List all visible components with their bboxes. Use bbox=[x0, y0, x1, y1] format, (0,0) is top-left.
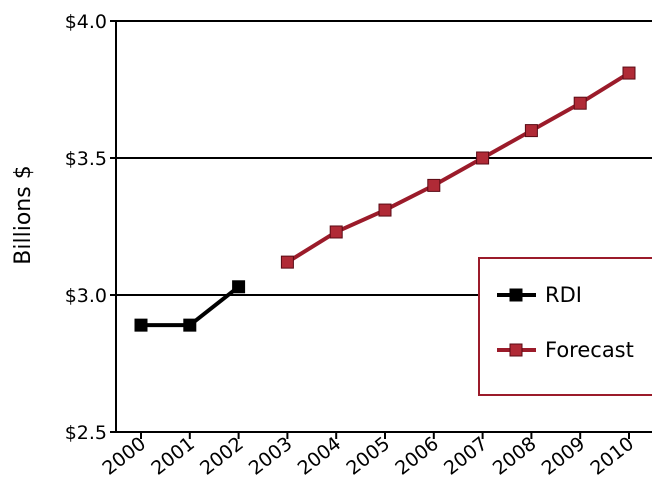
forecast-series-line bbox=[286, 71, 631, 264]
legend-label-rdi: RDI bbox=[545, 283, 582, 307]
forecast-data-point bbox=[378, 203, 392, 217]
y-tick-label: $3.5 bbox=[65, 148, 107, 170]
y-tick-label: $4.0 bbox=[65, 11, 107, 33]
series-group bbox=[134, 66, 636, 332]
forecast-data-point bbox=[622, 66, 636, 80]
x-tick-label: 2005 bbox=[342, 433, 394, 480]
x-tick-labels: 2000200120022003200420052006200720082009… bbox=[98, 432, 638, 480]
x-tick-label: 2004 bbox=[294, 433, 346, 480]
legend: RDI Forecast bbox=[478, 257, 652, 396]
x-tick-label: 2003 bbox=[245, 433, 297, 480]
x-tick-label: 2006 bbox=[391, 433, 443, 480]
legend-swatch-marker-rdi bbox=[509, 288, 523, 302]
rdi-data-point bbox=[183, 318, 197, 332]
forecast-data-point bbox=[524, 124, 538, 138]
rdi-data-point bbox=[232, 280, 246, 294]
forecast-data-point bbox=[427, 178, 441, 192]
y-tick-labels: $2.5 $3.0 $3.5 $4.0 bbox=[65, 11, 116, 444]
y-axis-label: Billions $ bbox=[11, 165, 36, 264]
y-tick-label: $2.5 bbox=[65, 422, 107, 444]
legend-label-forecast: Forecast bbox=[545, 338, 634, 362]
x-tick-label: 2008 bbox=[489, 433, 541, 480]
x-tick-label: 2010 bbox=[586, 433, 638, 480]
x-tick-label: 2007 bbox=[440, 433, 492, 480]
rdi-data-point bbox=[134, 318, 148, 332]
forecast-data-point bbox=[329, 225, 343, 239]
forecast-data-point bbox=[573, 96, 587, 110]
x-tick-label: 2009 bbox=[538, 433, 590, 480]
y-tick-label: $3.0 bbox=[65, 285, 107, 307]
grid-lines bbox=[116, 20, 652, 296]
forecast-data-point bbox=[476, 151, 490, 165]
x-tick-label: 2001 bbox=[147, 433, 199, 480]
x-tick-label: 2002 bbox=[196, 433, 248, 480]
legend-swatch-marker-forecast bbox=[509, 343, 523, 357]
forecast-data-point bbox=[280, 255, 294, 269]
legend-box bbox=[478, 257, 652, 396]
